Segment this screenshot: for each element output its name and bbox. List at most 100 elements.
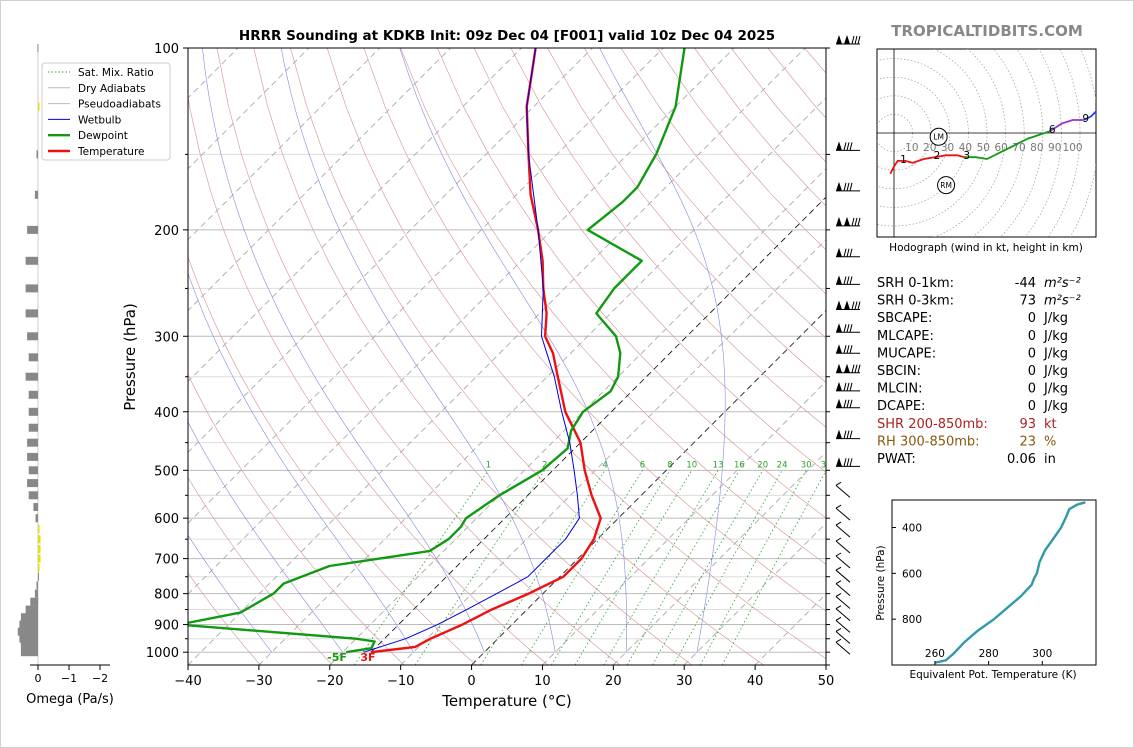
- skewt-profiles: [188, 48, 686, 654]
- storm-motion-marker: [929, 127, 948, 146]
- mixing-ratio-label: 4: [602, 460, 607, 470]
- wind-barb: [836, 141, 860, 151]
- wind-barb-tick: [849, 276, 853, 285]
- wind-barb: [835, 628, 851, 644]
- omega-tick-label: 0: [35, 672, 42, 685]
- wind-barb-staff: [835, 540, 851, 554]
- wind-barb-tick: [846, 345, 850, 354]
- omega-bar: [34, 589, 38, 598]
- temperature-tick-label: 10: [534, 674, 551, 689]
- omega-bar: [19, 634, 38, 643]
- index-name: SRH 0-1km:: [877, 276, 954, 291]
- skewt-axes-frame: [187, 47, 827, 666]
- index-value: 0: [1028, 364, 1036, 379]
- wind-barb-tick: [849, 345, 853, 354]
- wind-barb-tick: [857, 35, 861, 45]
- moist-adiabat-line: [188, 272, 414, 653]
- storm-motion-label: LM: [933, 133, 944, 142]
- wind-barb-flag: [836, 35, 842, 44]
- omega-bar: [20, 641, 38, 650]
- hodograph-ring-label: 90: [1048, 142, 1061, 154]
- index-unit: J/kg: [1043, 329, 1068, 344]
- omega-bar: [20, 648, 38, 657]
- hodograph-ring-label: 100: [1063, 142, 1083, 154]
- hodograph-height-label: 1: [900, 154, 907, 166]
- index-value: 0: [1028, 329, 1036, 344]
- wind-barb: [835, 616, 851, 633]
- wind-barb-flag: [836, 381, 842, 391]
- dry-adiabat-line: [547, 48, 826, 383]
- hodograph-height-label: 6: [1049, 124, 1056, 136]
- pressure-tick-label: 600: [154, 512, 179, 527]
- wind-barb-tick: [846, 142, 850, 151]
- index-unit: %: [1044, 434, 1056, 449]
- index-value: 23: [1019, 434, 1036, 449]
- wind-barb: [836, 300, 861, 310]
- theta-e-profile-line: [934, 501, 1086, 664]
- dry-adiabat-line: [326, 48, 826, 660]
- omega-bar: [35, 514, 38, 523]
- wind-barb-tick: [843, 142, 847, 151]
- wind-barb: [835, 605, 851, 622]
- wind-barb-flag: [836, 275, 842, 285]
- omega-bar: [28, 466, 38, 475]
- omega-bar: [28, 407, 38, 416]
- dry-adiabat-line: [188, 476, 333, 665]
- index-value: -44: [1015, 276, 1036, 291]
- hodograph-ring-label: 50: [977, 142, 990, 154]
- index-value: 93: [1019, 417, 1036, 432]
- index-unit: J/kg: [1043, 311, 1068, 326]
- theta-e-x-tick-label: 260: [925, 648, 945, 660]
- pressure-tick-label: 800: [154, 588, 179, 603]
- omega-panel: 0 −1 −2: [17, 44, 110, 685]
- omega-bar: [25, 309, 38, 318]
- storm-motion-marker: [937, 176, 956, 195]
- omega-bar: [36, 150, 38, 159]
- wetbulb-profile-line: [363, 48, 580, 653]
- mixing-ratio-label: 24: [777, 460, 788, 470]
- omega-bar: [36, 581, 38, 590]
- index-unit: m²s⁻²: [1044, 276, 1081, 291]
- omega-bar: [25, 284, 38, 293]
- wind-barb-tick: [843, 382, 847, 391]
- index-name: MLCAPE:: [877, 329, 934, 344]
- mixing-ratio-line: [550, 470, 671, 665]
- legend-label: Dewpoint: [78, 130, 128, 142]
- wind-barb-tick: [835, 504, 842, 509]
- wind-barb-flag: [836, 300, 842, 310]
- wind-barb-tick: [846, 182, 850, 191]
- dry-adiabat-line: [188, 572, 261, 665]
- dry-adiabat-line: [188, 373, 405, 665]
- dry-adiabat-line: [583, 48, 826, 339]
- wind-barb-tick: [846, 399, 850, 408]
- hodograph-trace: [964, 130, 1051, 160]
- hodograph-caption: Hodograph (wind in kt, height in km): [889, 242, 1083, 254]
- legend-label: Dry Adiabats: [78, 83, 146, 95]
- wind-barb-tick: [846, 382, 850, 391]
- temperature-tick-label: −10: [387, 674, 414, 689]
- wind-barb-flag: [836, 181, 842, 191]
- temperature-tick-label: 0: [467, 674, 475, 689]
- wind-barb-staff: [835, 619, 851, 633]
- temperature-tick-label: −40: [174, 674, 201, 689]
- mixing-ratio-line: [721, 470, 826, 665]
- wind-barb-tick: [857, 364, 861, 373]
- wind-barb-flag: [836, 429, 842, 439]
- skewt-axis-ticks: −40 −30 −20 −10 0 10 20 30 40 50 100 200 300 400 500 60…: [146, 42, 834, 689]
- wind-barb-tick: [843, 458, 847, 467]
- wind-barb-tick: [849, 458, 853, 467]
- omega-bar: [25, 256, 38, 265]
- hodograph-ring-label: 40: [959, 142, 972, 154]
- hodograph-frame: [876, 48, 1097, 238]
- wind-barb-tick: [846, 276, 850, 285]
- mixing-ratio-line: [414, 470, 546, 665]
- index-unit: J/kg: [1043, 346, 1068, 361]
- omega-bar: [28, 390, 38, 399]
- index-unit: kt: [1044, 417, 1057, 432]
- wind-barb-flag: [836, 344, 842, 354]
- index-unit: in: [1044, 452, 1056, 467]
- index-name: DCAPE:: [877, 399, 925, 414]
- wind-barb-flag: [836, 363, 842, 373]
- index-value: 0: [1028, 311, 1036, 326]
- skewt-ylabel: Pressure (hPa): [121, 303, 139, 411]
